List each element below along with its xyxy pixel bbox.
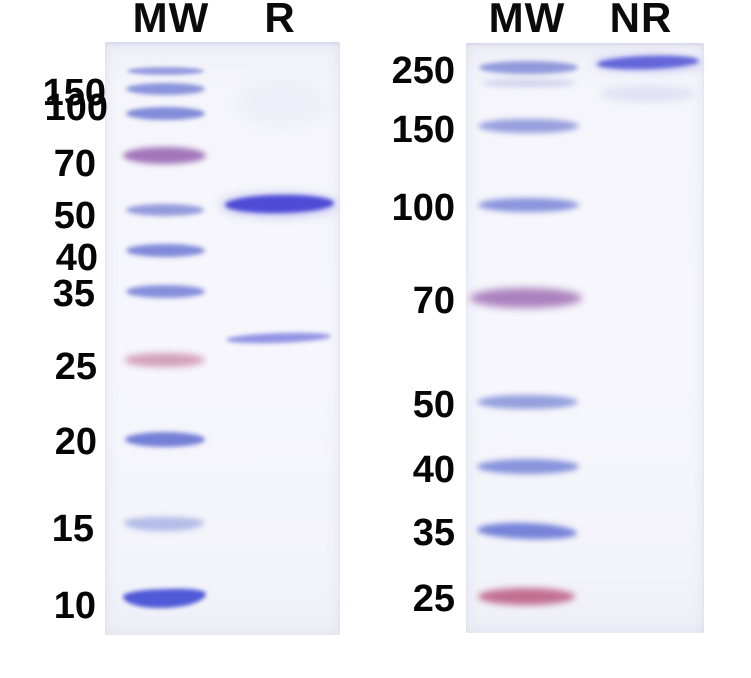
band-reduced-mw-25 bbox=[124, 353, 205, 367]
lane-header-r-reduced: R bbox=[264, 0, 296, 41]
lane-header-mw-non-reduced: MW bbox=[488, 0, 566, 41]
mw-label-50-reduced: 50 bbox=[53, 195, 96, 237]
band-non-reduced-mw-150 bbox=[478, 119, 579, 133]
band-reduced-mw-50 bbox=[126, 204, 204, 216]
mw-label-50-non-reduced: 50 bbox=[412, 384, 455, 426]
band-non-reduced-mw-250-smear bbox=[481, 79, 576, 87]
mw-label-100-non-reduced: 100 bbox=[391, 187, 455, 229]
mw-label-25-non-reduced: 25 bbox=[412, 578, 455, 620]
band-non-reduced-mw-70 bbox=[470, 288, 582, 308]
mw-label-100-reduced: 100 bbox=[44, 87, 108, 129]
mw-label-15-reduced: 15 bbox=[51, 508, 94, 550]
mw-label-150-reduced: 150 bbox=[42, 72, 106, 114]
band-reduced-mw-250-unlabeled bbox=[127, 67, 204, 75]
band-non-reduced-mw-50 bbox=[477, 395, 578, 409]
band-reduced-mw-40 bbox=[126, 244, 205, 257]
mw-label-40-non-reduced: 40 bbox=[412, 449, 455, 491]
band-non-reduced-nr-faint-smear-below bbox=[600, 86, 695, 102]
mw-label-35-reduced: 35 bbox=[52, 273, 95, 315]
mw-label-70-reduced: 70 bbox=[53, 143, 96, 185]
band-reduced-mw-20 bbox=[125, 432, 205, 447]
band-reduced-mw-15 bbox=[124, 517, 204, 531]
band-non-reduced-mw-250 bbox=[479, 61, 578, 74]
lane-header-mw-reduced: MW bbox=[132, 0, 210, 41]
lane-header-nr-non-reduced: NR bbox=[609, 0, 673, 41]
band-reduced-mw-70 bbox=[123, 147, 206, 164]
band-non-reduced-mw-100 bbox=[478, 198, 579, 212]
band-reduced-mw-100 bbox=[126, 107, 205, 120]
band-reduced-mw-35 bbox=[126, 285, 205, 298]
band-non-reduced-mw-25 bbox=[478, 588, 575, 605]
band-non-reduced-mw-40 bbox=[477, 459, 579, 474]
band-reduced-r-sample-smudge-top bbox=[238, 80, 326, 125]
mw-label-25-reduced: 25 bbox=[54, 346, 97, 388]
mw-label-70-non-reduced: 70 bbox=[412, 280, 455, 322]
mw-label-35-non-reduced: 35 bbox=[412, 512, 455, 554]
mw-label-40-reduced: 40 bbox=[55, 237, 98, 279]
mw-label-20-reduced: 20 bbox=[54, 421, 97, 463]
mw-label-10-reduced: 10 bbox=[53, 585, 96, 627]
band-reduced-mw-150 bbox=[126, 83, 205, 95]
mw-label-250-non-reduced: 250 bbox=[391, 50, 455, 92]
mw-label-150-non-reduced: 150 bbox=[391, 109, 455, 151]
